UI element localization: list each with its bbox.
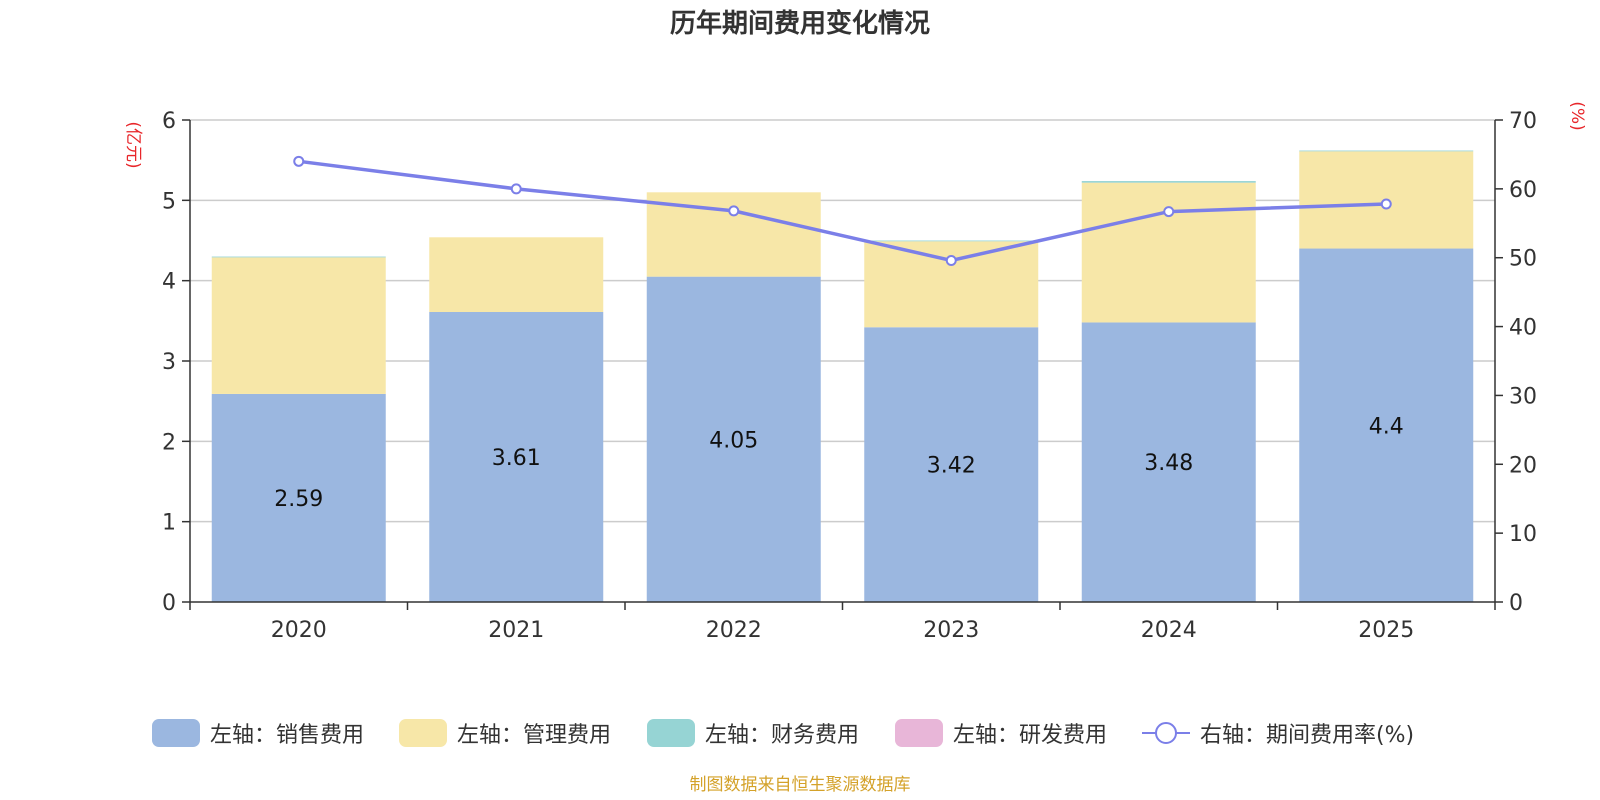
grid-lines [190, 119, 1495, 523]
bar-segment [211, 256, 386, 258]
bar-segment [211, 393, 386, 602]
x-tick-label: 2025 [1358, 618, 1414, 643]
data-label: 3.48 [1144, 451, 1193, 476]
rate-line [293, 155, 1392, 266]
right-axis-unit: (%) [1567, 101, 1587, 130]
left-tick-label: 6 [162, 109, 176, 134]
chart-title: 历年期间费用变化情况 [670, 8, 930, 39]
legend-marker [1155, 722, 1177, 744]
legend: 左轴：销售费用 左轴：管理费用 左轴：财务费用 左轴：研发费用 右轴：期间费用率(%) [152, 719, 1414, 748]
x-tick-label: 2022 [706, 618, 762, 643]
data-label: 3.42 [927, 454, 976, 479]
data-label: 2.59 [274, 487, 323, 512]
left-tick-label: 0 [162, 591, 176, 616]
right-tick-label: 50 [1509, 247, 1537, 272]
x-tick-label: 2020 [271, 618, 327, 643]
rate-point [728, 205, 740, 217]
bar-segment [864, 240, 1039, 242]
right-tick-label: 40 [1509, 316, 1537, 341]
legend-label: 右轴：期间费用率(%) [1200, 723, 1414, 748]
left-tick-label: 2 [162, 430, 176, 455]
rate-line-path [298, 159, 1387, 263]
left-axis-unit: (亿元) [123, 121, 143, 168]
legend-label: 左轴：财务费用 [705, 723, 859, 748]
bar-segment [1081, 182, 1256, 323]
left-tick-label: 4 [162, 270, 176, 295]
bar-segment [646, 276, 821, 602]
rate-point [945, 254, 957, 266]
bar-segment [1299, 248, 1474, 603]
bar-segment [864, 241, 1039, 328]
data-label: 3.61 [492, 446, 541, 471]
right-tick-label: 0 [1509, 591, 1523, 616]
bars [211, 150, 1474, 603]
x-tick-label: 2021 [488, 618, 544, 643]
legend-label: 左轴：销售费用 [210, 723, 364, 748]
legend-swatch [895, 719, 943, 747]
legend-swatch [399, 719, 447, 747]
bar-segment [1299, 150, 1474, 152]
rate-point [1380, 198, 1392, 210]
data-label: 4.4 [1369, 414, 1404, 439]
data-label: 4.05 [709, 428, 758, 453]
source-note: 制图数据来自恒生聚源数据库 [690, 775, 911, 795]
bar-segment [429, 311, 604, 602]
rate-point [510, 183, 522, 195]
bar-segment [1081, 322, 1256, 602]
rate-point [1163, 206, 1175, 218]
right-tick-label: 10 [1509, 522, 1537, 547]
legend-label: 左轴：研发费用 [953, 723, 1107, 748]
bar-segment [211, 257, 386, 394]
right-tick-label: 20 [1509, 453, 1537, 478]
x-tick-label: 2023 [923, 618, 979, 643]
left-tick-label: 1 [162, 511, 176, 536]
right-tick-label: 60 [1509, 178, 1537, 203]
left-tick-label: 5 [162, 189, 176, 214]
legend-label: 左轴：管理费用 [457, 723, 611, 748]
data-labels: 2.59 3.61 4.05 3.42 3.48 4.4 [274, 414, 1403, 512]
legend-swatch [647, 719, 695, 747]
bar-segment [1081, 181, 1256, 183]
bar-segment [429, 237, 604, 312]
right-tick-label: 30 [1509, 384, 1537, 409]
rate-point [293, 155, 305, 167]
x-tick-label: 2024 [1141, 618, 1197, 643]
legend-swatch [152, 719, 200, 747]
right-tick-label: 70 [1509, 109, 1537, 134]
bar-segment [864, 327, 1039, 602]
left-tick-label: 3 [162, 350, 176, 375]
